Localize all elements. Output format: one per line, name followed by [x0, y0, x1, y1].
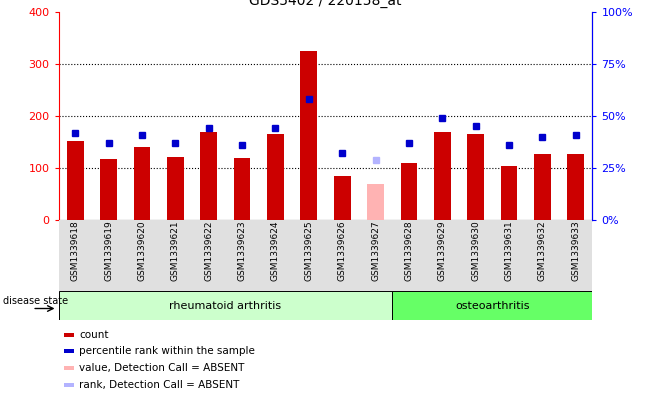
Bar: [301, 51, 317, 220]
Text: rank, Detection Call = ABSENT: rank, Detection Call = ABSENT: [79, 380, 240, 389]
Bar: [267, 134, 284, 220]
Bar: [534, 154, 551, 220]
Text: count: count: [79, 330, 108, 340]
Bar: [400, 163, 417, 220]
Bar: [100, 159, 117, 220]
Text: GSM1339622: GSM1339622: [204, 220, 214, 281]
Bar: [64, 332, 74, 336]
Bar: [234, 158, 251, 220]
Bar: [201, 132, 217, 220]
Text: GSM1339629: GSM1339629: [437, 220, 447, 281]
Bar: [133, 147, 150, 220]
Bar: [568, 154, 584, 220]
Text: GSM1339626: GSM1339626: [338, 220, 347, 281]
Text: GSM1339632: GSM1339632: [538, 220, 547, 281]
Text: GSM1339624: GSM1339624: [271, 220, 280, 281]
Text: GSM1339627: GSM1339627: [371, 220, 380, 281]
Text: rheumatoid arthritis: rheumatoid arthritis: [169, 301, 281, 310]
Text: disease state: disease state: [3, 296, 68, 306]
Text: value, Detection Call = ABSENT: value, Detection Call = ABSENT: [79, 363, 244, 373]
Text: GSM1339623: GSM1339623: [238, 220, 247, 281]
Bar: [64, 349, 74, 353]
Text: osteoarthritis: osteoarthritis: [455, 301, 529, 310]
Bar: [367, 184, 384, 220]
Bar: [64, 366, 74, 370]
Title: GDS5402 / 220158_at: GDS5402 / 220158_at: [249, 0, 402, 8]
Bar: [334, 176, 350, 220]
Text: GSM1339630: GSM1339630: [471, 220, 480, 281]
Bar: [501, 166, 518, 220]
Text: GSM1339625: GSM1339625: [304, 220, 313, 281]
Text: GSM1339620: GSM1339620: [137, 220, 146, 281]
Text: GSM1339628: GSM1339628: [404, 220, 413, 281]
Bar: [434, 132, 450, 220]
Bar: [467, 134, 484, 220]
Text: GSM1339633: GSM1339633: [571, 220, 580, 281]
Text: GSM1339619: GSM1339619: [104, 220, 113, 281]
Text: percentile rank within the sample: percentile rank within the sample: [79, 346, 255, 356]
Bar: [167, 156, 184, 220]
Bar: [67, 141, 83, 220]
Bar: [59, 291, 392, 320]
Bar: [392, 291, 592, 320]
Text: GSM1339621: GSM1339621: [171, 220, 180, 281]
Text: GSM1339631: GSM1339631: [505, 220, 514, 281]
Text: GSM1339618: GSM1339618: [71, 220, 80, 281]
Bar: [64, 383, 74, 387]
